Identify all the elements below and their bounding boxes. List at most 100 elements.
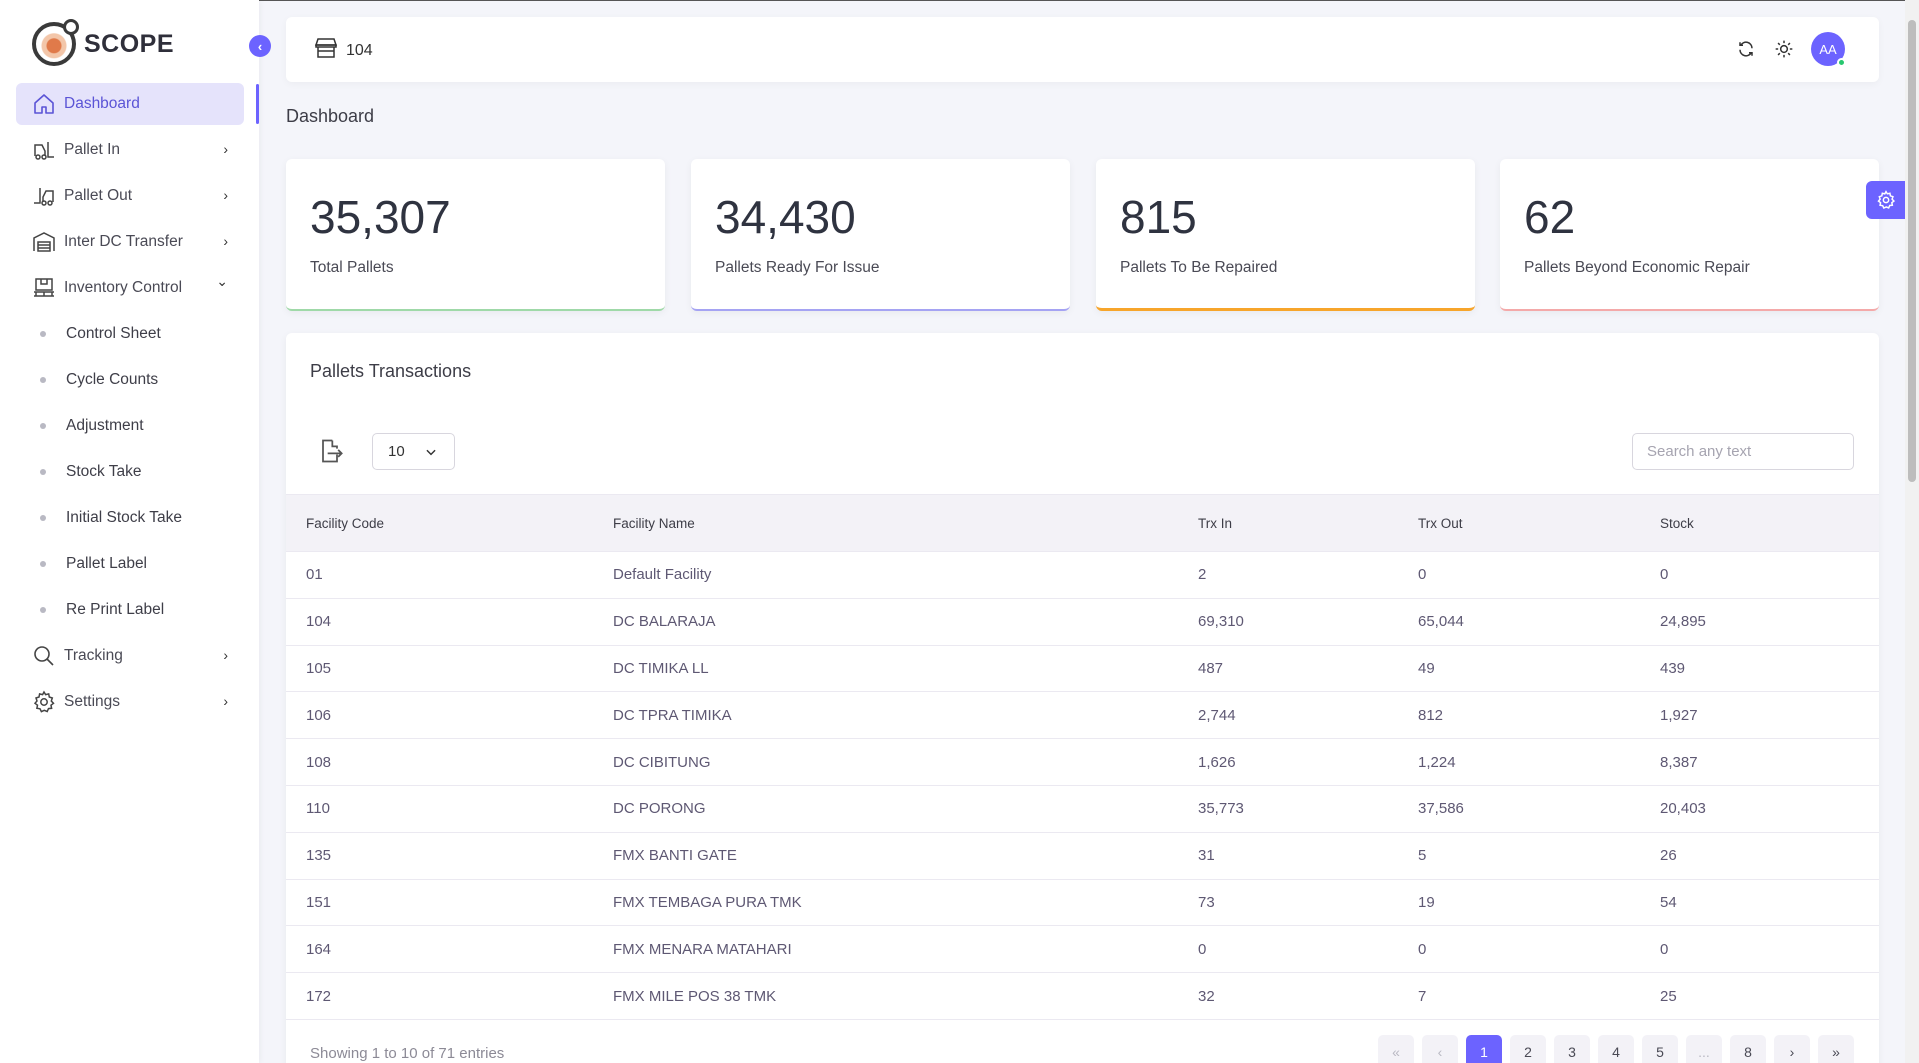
chevron-down-icon: ⌄: [216, 273, 228, 289]
cell-stock: 54: [1660, 879, 1879, 927]
table-row[interactable]: 151 FMX TEMBAGA PURA TMK 73 19 54: [286, 879, 1879, 927]
stat-value: 815: [1120, 191, 1197, 243]
page-button-3[interactable]: 3: [1554, 1035, 1590, 1063]
stat-card-beyond-repair: 62 Pallets Beyond Economic Repair: [1500, 159, 1879, 311]
first-page-button[interactable]: «: [1378, 1035, 1414, 1063]
stat-value: 62: [1524, 191, 1576, 243]
sidebar-subitem-stock-take[interactable]: Stock Take: [16, 451, 244, 493]
sidebar-subitem-control-sheet[interactable]: Control Sheet: [16, 313, 244, 355]
bullet-icon: [40, 377, 46, 383]
page-button-5[interactable]: 5: [1642, 1035, 1678, 1063]
warehouse-icon: [30, 230, 58, 254]
page-scrollbar[interactable]: [1905, 0, 1919, 1063]
gear-icon: [30, 690, 58, 714]
bullet-icon: [40, 561, 46, 567]
table-row[interactable]: 105 DC TIMIKA LL 487 49 439: [286, 645, 1879, 693]
cell-trx-out: 0: [1418, 551, 1660, 599]
gear-icon: [1877, 190, 1896, 209]
facility-selector[interactable]: 104: [314, 37, 373, 64]
scrollbar-thumb[interactable]: [1908, 20, 1916, 482]
customizer-gear-button[interactable]: [1866, 181, 1906, 219]
sidebar-subitem-adjustment[interactable]: Adjustment: [16, 405, 244, 447]
chevron-right-icon: ›: [223, 693, 228, 709]
sidebar-item-label: Inventory Control: [64, 279, 183, 296]
chevron-right-icon: ›: [223, 647, 228, 663]
sidebar-item-dashboard[interactable]: Dashboard: [16, 83, 244, 125]
sidebar-subitem-re-print-label[interactable]: Re Print Label: [16, 589, 244, 631]
cell-trx-out: 812: [1418, 691, 1660, 740]
cell-trx-in: 69,310: [1198, 598, 1418, 646]
sidebar-item-tracking[interactable]: Tracking ›: [16, 635, 244, 677]
avatar[interactable]: AA: [1811, 32, 1846, 67]
sidebar-subitem-label: Cycle Counts: [66, 371, 159, 388]
cell-facility-code: 172: [286, 972, 613, 1020]
sidebar-collapse-button[interactable]: ‹: [249, 35, 271, 57]
sidebar: SCOPE Dashboard Pallet In › Pallet Out ›: [0, 0, 259, 1063]
chevron-right-icon: ›: [223, 187, 228, 203]
table-row[interactable]: 104 DC BALARAJA 69,310 65,044 24,895: [286, 598, 1879, 646]
sidebar-item-inventory-control[interactable]: Inventory Control ⌄: [16, 267, 244, 309]
sidebar-item-label: Tracking: [64, 647, 123, 664]
table-row[interactable]: 135 FMX BANTI GATE 31 5 26: [286, 832, 1879, 880]
home-icon: [30, 92, 58, 116]
refresh-icon[interactable]: [1735, 38, 1757, 60]
sidebar-subitem-cycle-counts[interactable]: Cycle Counts: [16, 359, 244, 401]
brand-name: SCOPE: [84, 29, 175, 58]
prev-page-button[interactable]: ‹: [1422, 1035, 1458, 1063]
bullet-icon: [40, 469, 46, 475]
avatar-initials: AA: [1819, 41, 1837, 57]
column-header[interactable]: Facility Code: [286, 494, 613, 552]
sidebar-subitem-initial-stock-take[interactable]: Initial Stock Take: [16, 497, 244, 539]
column-header[interactable]: Trx In: [1198, 494, 1418, 552]
cell-facility-name: FMX MILE POS 38 TMK: [613, 972, 1198, 1020]
store-icon: [314, 37, 338, 64]
pallet-stack-icon: [30, 276, 58, 300]
table-row[interactable]: 01 Default Facility 2 0 0: [286, 551, 1879, 599]
table-row[interactable]: 164 FMX MENARA MATAHARI 0 0 0: [286, 925, 1879, 974]
bullet-icon: [40, 331, 46, 337]
sidebar-item-label: Settings: [64, 693, 121, 710]
page-button-4[interactable]: 4: [1598, 1035, 1634, 1063]
brand-logo[interactable]: SCOPE: [32, 19, 175, 66]
cell-stock: 26: [1660, 832, 1879, 880]
sidebar-subitem-pallet-label[interactable]: Pallet Label: [16, 543, 244, 585]
top-navbar: 104 AA: [286, 17, 1879, 82]
cell-facility-code: 108: [286, 738, 613, 786]
column-header[interactable]: Facility Name: [613, 494, 1198, 552]
page-button-1[interactable]: 1: [1466, 1035, 1502, 1063]
table-row[interactable]: 172 FMX MILE POS 38 TMK 32 7 25: [286, 972, 1879, 1020]
column-header[interactable]: Trx Out: [1418, 494, 1660, 552]
sidebar-item-inter-dc-transfer[interactable]: Inter DC Transfer ›: [16, 221, 244, 263]
logo-icon: [32, 19, 79, 66]
sidebar-item-pallet-in[interactable]: Pallet In ›: [16, 129, 244, 171]
export-icon: [322, 439, 343, 463]
last-page-button[interactable]: »: [1818, 1035, 1854, 1063]
table-row[interactable]: 106 DC TPRA TIMIKA 2,744 812 1,927: [286, 691, 1879, 740]
table-row[interactable]: 110 DC PORONG 35,773 37,586 20,403: [286, 785, 1879, 833]
search-input[interactable]: [1632, 433, 1854, 470]
cell-trx-in: 73: [1198, 879, 1418, 927]
column-header[interactable]: Stock: [1660, 494, 1879, 552]
cell-facility-name: FMX TEMBAGA PURA TMK: [613, 879, 1198, 927]
cell-stock: 1,927: [1660, 691, 1879, 740]
stat-value: 34,430: [715, 191, 856, 243]
table-row[interactable]: 108 DC CIBITUNG 1,626 1,224 8,387: [286, 738, 1879, 786]
cell-facility-code: 105: [286, 645, 613, 693]
page-button-2[interactable]: 2: [1510, 1035, 1546, 1063]
stat-label: Total Pallets: [310, 259, 394, 277]
page-title: Dashboard: [286, 106, 375, 126]
sidebar-item-pallet-out[interactable]: Pallet Out ›: [16, 175, 244, 217]
page-button-8[interactable]: 8: [1730, 1035, 1766, 1063]
cell-stock: 20,403: [1660, 785, 1879, 833]
transactions-table: Facility Code Facility Name Trx In Trx O…: [286, 494, 1879, 1020]
sidebar-subitem-label: Adjustment: [66, 417, 144, 434]
page-size-select[interactable]: 10: [372, 433, 455, 470]
sidebar-item-settings[interactable]: Settings ›: [16, 681, 244, 723]
export-button[interactable]: [316, 437, 344, 465]
stat-label: Pallets To Be Repaired: [1120, 259, 1278, 277]
next-page-button[interactable]: ›: [1774, 1035, 1810, 1063]
stat-label: Pallets Beyond Economic Repair: [1524, 259, 1750, 277]
theme-toggle-sun-icon[interactable]: [1773, 38, 1795, 60]
pagination-ellipsis: ...: [1686, 1035, 1722, 1063]
search-icon: [30, 644, 58, 668]
